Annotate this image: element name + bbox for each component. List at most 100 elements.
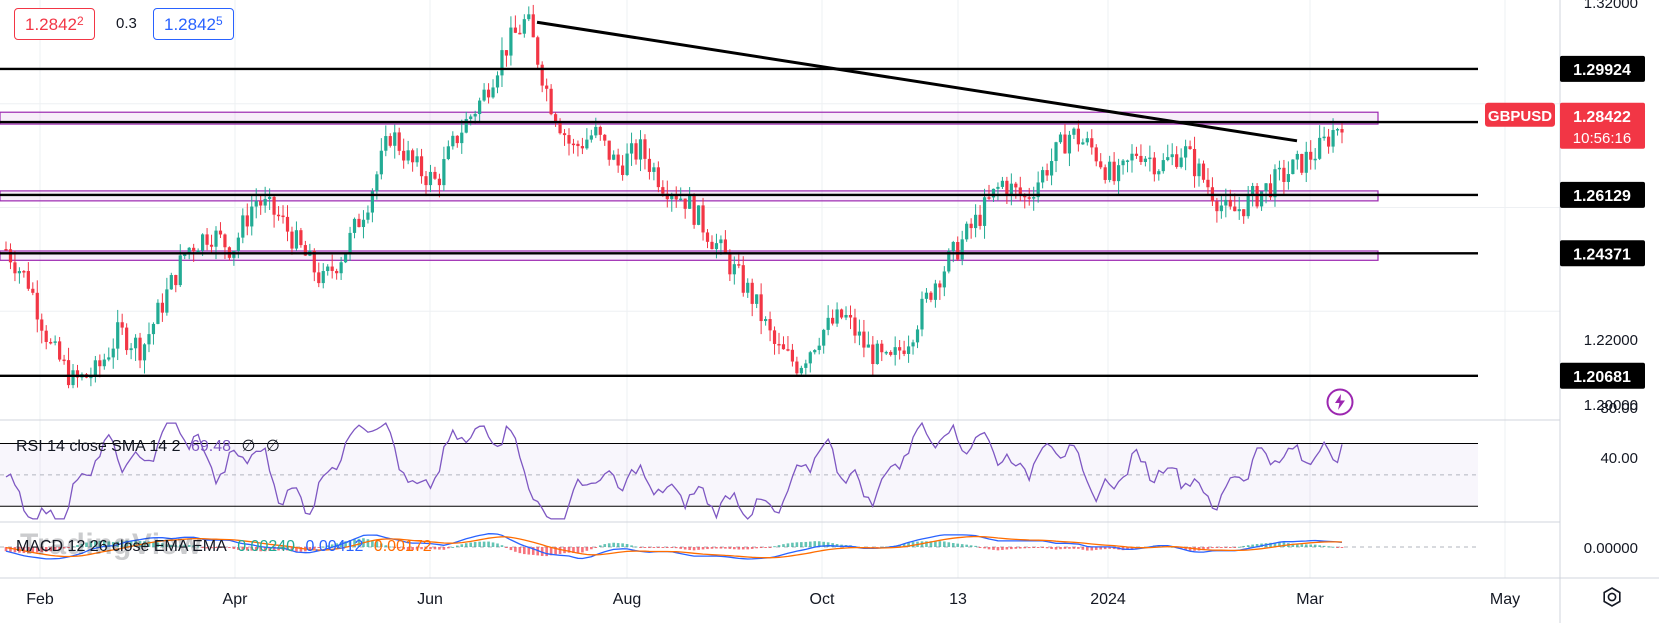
macd-histogram-bar [929,541,933,547]
candle-body [1192,148,1197,177]
macd-histogram-bar [415,547,419,550]
candle-body [1331,130,1335,147]
candle-body [165,289,169,313]
candle-body [22,271,26,273]
candle-body [53,341,57,343]
macd-legend-hist: 0.00240 [237,538,296,555]
candle-body [951,242,955,252]
candle-body [1085,138,1089,143]
macd-histogram-bar [518,547,522,554]
candle-body [1215,201,1219,212]
macd-histogram-bar [357,538,361,547]
candle-body [947,251,951,272]
macd-histogram-bar [1050,547,1053,550]
candle-body [1277,167,1282,170]
macd-histogram-bar [759,547,763,548]
candle-body [1251,186,1255,195]
candle-body [276,214,281,217]
rsi-line [5,421,1343,520]
macd-histogram-bar [1340,547,1344,548]
support-resistance-zone[interactable] [0,250,1379,261]
candle-body [424,176,428,186]
candle-body [31,288,35,293]
macd-histogram-bar [514,547,517,552]
macd-histogram-bar [902,543,906,547]
candle-body [281,215,285,218]
macd-histogram-bar [1237,546,1241,548]
macd-histogram-bar [219,547,222,548]
candle-body [13,262,17,274]
level-price-label [1560,181,1645,208]
candle-body [504,50,509,56]
macd-histogram-bar [616,543,620,547]
macd-histogram-bar [433,547,437,550]
candle-body [147,334,151,345]
candle-body [1045,170,1049,176]
rsi-legend[interactable]: RSI 14 close SMA 14 2 69.48 ∅ ∅ [16,436,286,456]
macd-histogram-bar [773,546,776,548]
candle-body [209,244,214,247]
candle-body [1273,169,1277,198]
trend-line[interactable] [536,20,1298,143]
macd-histogram-bar [1179,547,1183,550]
alert-lightning-icon[interactable] [1325,387,1355,417]
macd-histogram-bar [701,547,705,550]
macd-histogram-bar [1336,547,1339,548]
macd-histogram-bar [545,547,548,557]
macd-histogram-bar [1086,547,1089,551]
macd-histogram-bar [442,547,446,550]
spread-value: 0.3 [116,15,137,32]
gear-icon[interactable] [1598,583,1626,611]
macd-histogram-bar [1094,547,1098,550]
ask-price-box[interactable]: 1.28425 [153,8,234,40]
macd-histogram-bar [746,547,750,550]
candle-body [241,215,245,238]
symbol-label[interactable] [1485,102,1555,127]
macd-histogram-bar [245,547,249,551]
macd-histogram-bar [402,547,405,550]
support-resistance-zone[interactable] [0,111,1379,125]
candle-body [402,150,406,161]
bid-price-box[interactable]: 1.28422 [14,8,95,40]
macd-histogram-bar [1036,547,1040,548]
candle-body [880,343,884,353]
macd-histogram-bar [1300,544,1304,547]
candle-body [607,140,611,160]
candle-body [759,294,763,322]
macd-histogram-bar [1063,547,1067,549]
candle-body [460,132,464,144]
candle-body [527,14,531,20]
candle-body [598,126,602,135]
macd-histogram-bar [755,547,758,549]
macd-histogram-bar [943,541,946,547]
candle-body [656,167,660,188]
macd-histogram-bar [1072,547,1076,549]
macd-histogram-bar [951,543,955,547]
candle-body [567,135,571,144]
candle-body [169,275,173,290]
time-axis-label: 13 [949,591,967,608]
candle-body [71,370,75,386]
bid-price-superscript: 2 [77,14,84,28]
candle-body [826,317,830,330]
candle-body [366,212,370,220]
candle-body [571,143,576,146]
macd-legend[interactable]: MACD 12 26 close EMA EMA 0.00240 0.00412… [16,538,438,556]
macd-histogram-bar [1246,545,1250,547]
candle-body [107,357,111,360]
macd-histogram-bar [438,547,441,550]
macd-histogram-bar [62,547,66,549]
macd-histogram-bar [353,539,356,547]
macd-histogram-bar [1014,547,1018,549]
candle-body [1018,187,1022,196]
candle-body [482,89,486,101]
macd-histogram-bar [80,543,84,547]
candle-body [1121,160,1125,166]
candle-body [763,319,768,322]
candle-body [956,242,960,260]
candle-body [974,214,978,229]
candle-body [625,153,629,176]
macd-histogram-bar [692,547,696,551]
macd-histogram-bar [1322,545,1326,547]
